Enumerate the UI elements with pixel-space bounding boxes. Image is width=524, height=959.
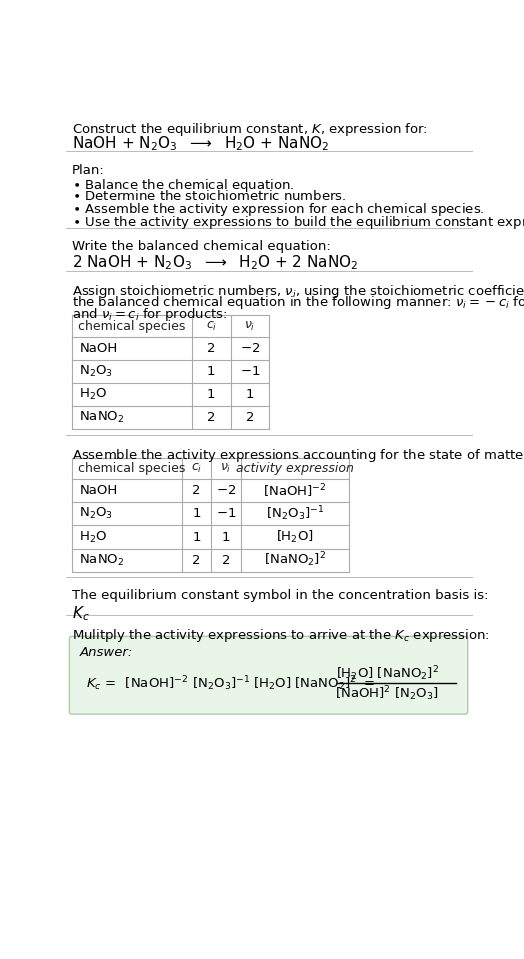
- Text: [H$_2$O]: [H$_2$O]: [276, 529, 314, 545]
- Text: 2 NaOH + N$_2$O$_3$  $\longrightarrow$  H$_2$O + 2 NaNO$_2$: 2 NaOH + N$_2$O$_3$ $\longrightarrow$ H$…: [72, 254, 358, 272]
- Text: $\bullet$ Use the activity expressions to build the equilibrium constant express: $\bullet$ Use the activity expressions t…: [72, 214, 524, 231]
- Text: [NaOH]$^{-2}$: [NaOH]$^{-2}$: [263, 482, 326, 500]
- Text: 1: 1: [222, 530, 230, 544]
- Text: $\bullet$ Assemble the activity expression for each chemical species.: $\bullet$ Assemble the activity expressi…: [72, 201, 484, 219]
- Text: NaNO$_2$: NaNO$_2$: [80, 552, 125, 568]
- Text: 2: 2: [246, 411, 254, 424]
- Text: Plan:: Plan:: [72, 164, 104, 176]
- Text: $-1$: $-1$: [216, 507, 236, 521]
- Text: Assign stoichiometric numbers, $\nu_i$, using the stoichiometric coefficients, $: Assign stoichiometric numbers, $\nu_i$, …: [72, 283, 524, 300]
- FancyBboxPatch shape: [69, 637, 468, 714]
- Text: [NaOH]$^2$ [N$_2$O$_3$]: [NaOH]$^2$ [N$_2$O$_3$]: [335, 684, 439, 703]
- Text: activity expression: activity expression: [236, 462, 354, 475]
- Text: 1: 1: [192, 530, 201, 544]
- Text: $\bullet$ Balance the chemical equation.: $\bullet$ Balance the chemical equation.: [72, 176, 294, 194]
- Text: NaOH + N$_2$O$_3$  $\longrightarrow$  H$_2$O + NaNO$_2$: NaOH + N$_2$O$_3$ $\longrightarrow$ H$_2…: [72, 134, 329, 153]
- Text: 2: 2: [207, 342, 215, 355]
- Text: $\nu_i$: $\nu_i$: [220, 462, 232, 475]
- Text: H$_2$O: H$_2$O: [80, 387, 107, 402]
- Text: [H$_2$O] [NaNO$_2$]$^2$: [H$_2$O] [NaNO$_2$]$^2$: [335, 664, 439, 683]
- Text: [NaNO$_2$]$^2$: [NaNO$_2$]$^2$: [264, 550, 326, 570]
- Text: Write the balanced chemical equation:: Write the balanced chemical equation:: [72, 240, 331, 253]
- Text: 2: 2: [207, 411, 215, 424]
- Text: NaOH: NaOH: [80, 342, 118, 355]
- Text: 1: 1: [246, 388, 254, 401]
- Text: $c_i$: $c_i$: [191, 462, 202, 475]
- Text: NaNO$_2$: NaNO$_2$: [80, 410, 125, 425]
- Text: chemical species: chemical species: [78, 462, 185, 475]
- Text: 2: 2: [222, 553, 230, 567]
- Text: N$_2$O$_3$: N$_2$O$_3$: [80, 363, 113, 379]
- Text: $-2$: $-2$: [216, 484, 236, 498]
- Text: NaOH: NaOH: [80, 484, 118, 498]
- Text: Construct the equilibrium constant, $K$, expression for:: Construct the equilibrium constant, $K$,…: [72, 121, 428, 138]
- Text: 2: 2: [192, 553, 201, 567]
- Text: 1: 1: [192, 507, 201, 521]
- Text: $\bullet$ Determine the stoichiometric numbers.: $\bullet$ Determine the stoichiometric n…: [72, 189, 346, 203]
- Text: 2: 2: [192, 484, 201, 498]
- Text: [N$_2$O$_3$]$^{-1}$: [N$_2$O$_3$]$^{-1}$: [266, 504, 324, 524]
- Text: 1: 1: [207, 365, 215, 378]
- Text: $-2$: $-2$: [240, 342, 260, 355]
- Text: $-1$: $-1$: [240, 365, 260, 378]
- Text: H$_2$O: H$_2$O: [80, 529, 107, 545]
- Text: and $\nu_i = c_i$ for products:: and $\nu_i = c_i$ for products:: [72, 306, 227, 323]
- Text: $K_c\,=\,$ [NaOH]$^{-2}$ [N$_2$O$_3$]$^{-1}$ [H$_2$O] [NaNO$_2$]$^2$ $=$: $K_c\,=\,$ [NaOH]$^{-2}$ [N$_2$O$_3$]$^{…: [85, 674, 374, 692]
- Text: 1: 1: [207, 388, 215, 401]
- Text: The equilibrium constant symbol in the concentration basis is:: The equilibrium constant symbol in the c…: [72, 590, 488, 602]
- Text: Answer:: Answer:: [80, 646, 133, 660]
- Text: $K_c$: $K_c$: [72, 604, 90, 622]
- Text: Mulitply the activity expressions to arrive at the $K_c$ expression:: Mulitply the activity expressions to arr…: [72, 627, 489, 644]
- Text: chemical species: chemical species: [78, 319, 185, 333]
- Text: $c_i$: $c_i$: [205, 319, 217, 333]
- Text: $\nu_i$: $\nu_i$: [244, 319, 256, 333]
- Text: N$_2$O$_3$: N$_2$O$_3$: [80, 506, 113, 522]
- Text: the balanced chemical equation in the following manner: $\nu_i = -c_i$ for react: the balanced chemical equation in the fo…: [72, 294, 524, 312]
- Text: Assemble the activity expressions accounting for the state of matter and $\nu_i$: Assemble the activity expressions accoun…: [72, 447, 524, 464]
